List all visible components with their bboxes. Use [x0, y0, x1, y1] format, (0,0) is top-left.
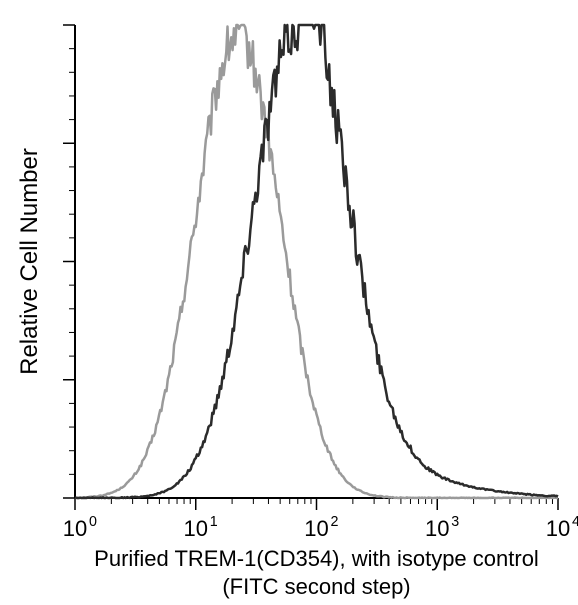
svg-text:10: 10 [425, 516, 449, 541]
flow-cytometry-chart: 100101102103104Purified TREM-1(CD354), w… [0, 0, 578, 605]
y-axis-label: Relative Cell Number [16, 148, 43, 375]
svg-text:1: 1 [210, 514, 218, 530]
svg-text:4: 4 [572, 514, 578, 530]
svg-text:0: 0 [89, 514, 97, 530]
svg-text:10: 10 [304, 516, 328, 541]
svg-text:10: 10 [184, 516, 208, 541]
svg-text:10: 10 [546, 516, 570, 541]
x-axis-label-line1: Purified TREM-1(CD354), with isotype con… [94, 546, 539, 571]
svg-text:2: 2 [331, 514, 339, 530]
svg-text:10: 10 [63, 516, 87, 541]
svg-text:3: 3 [451, 514, 459, 530]
x-axis-label-line2: (FITC second step) [222, 574, 410, 599]
